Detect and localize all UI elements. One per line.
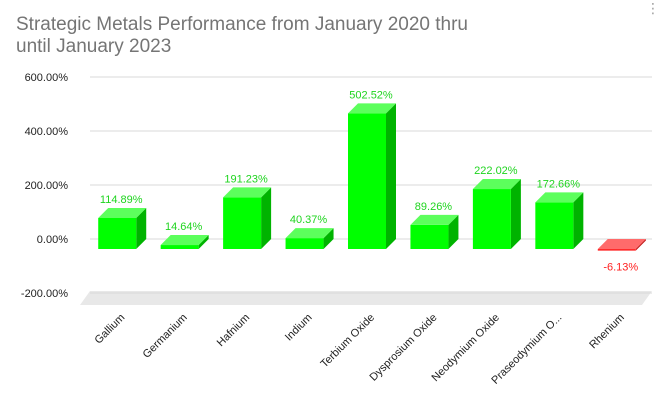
data-label: 89.26% (415, 201, 453, 213)
y-tick-label: -200.00% (21, 288, 68, 300)
y-tick-label: 0.00% (37, 234, 68, 246)
chart-title: Strategic Metals Performance from Januar… (16, 14, 468, 57)
bar (160, 245, 199, 249)
bar-top (285, 228, 334, 239)
x-tick-label: Germanium (141, 312, 190, 361)
bar-side (261, 187, 272, 249)
bar (348, 113, 386, 249)
bar-top (535, 192, 584, 203)
x-tick-label: Neodymium Oxide (430, 312, 502, 384)
bar (410, 224, 449, 249)
bar-side (448, 214, 459, 249)
data-label: 114.89% (100, 194, 143, 206)
bar-side (136, 207, 147, 249)
data-label: 502.52% (349, 89, 393, 101)
x-tick-label: Terbium Oxide (318, 312, 377, 371)
bar-side (573, 192, 584, 249)
x-tick-label: Hafnium (215, 312, 252, 349)
x-tick-label: Praseodymium O... (489, 312, 564, 387)
bar-top (160, 235, 209, 246)
y-tick-label: 200.00% (25, 180, 69, 192)
data-label: 40.37% (290, 214, 328, 226)
chart-floor (80, 291, 652, 305)
bar (472, 189, 511, 249)
bar-top (472, 179, 521, 190)
x-tick-label: Dysprosium Oxide (368, 312, 440, 384)
x-tick-label: Indium (283, 312, 315, 344)
data-label: 222.02% (474, 165, 518, 177)
bar-side (198, 235, 209, 249)
bar-top (410, 214, 459, 225)
data-label: 191.23% (224, 173, 268, 185)
x-tick-label: Gallium (92, 312, 127, 347)
bar-side (386, 103, 396, 249)
y-tick-label: 600.00% (25, 72, 69, 84)
data-label: 172.66% (537, 178, 581, 190)
data-label: 14.64% (165, 221, 203, 233)
x-tick-label: Rhenium (587, 312, 627, 352)
data-label: -6.13% (603, 262, 638, 274)
bar (285, 238, 324, 249)
bar-top (597, 239, 646, 249)
y-tick-label: 400.00% (25, 126, 69, 138)
bar-top (223, 187, 272, 198)
bar-top (98, 207, 147, 218)
bar-side (510, 179, 521, 249)
bar (535, 202, 574, 249)
bar (223, 197, 262, 249)
bar-top (348, 103, 396, 114)
bar (98, 217, 137, 249)
bar (597, 249, 636, 251)
bar-side (323, 228, 334, 249)
bar-side (635, 239, 646, 251)
